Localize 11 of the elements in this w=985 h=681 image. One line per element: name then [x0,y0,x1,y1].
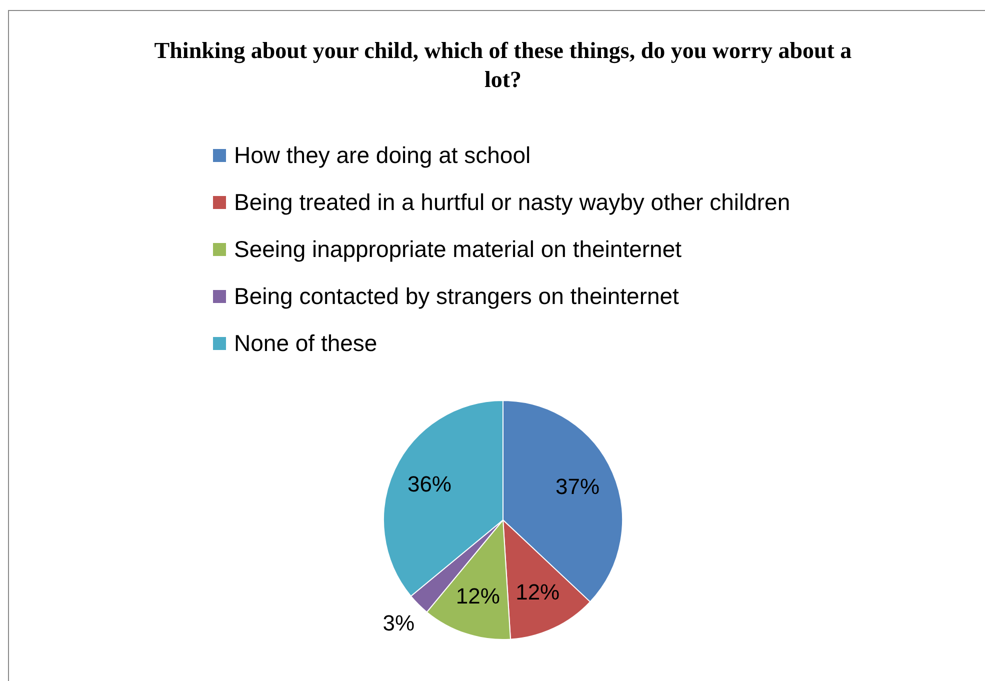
data-label: 12% [516,580,560,605]
data-label: 3% [382,610,415,636]
legend-label: Being treated in a hurtful or nasty wayby other children [234,189,790,216]
legend-label: Being contacted by strangers on theinternet [234,283,679,310]
legend-label: None of these [234,330,378,357]
legend-label: How they are doing at school [234,142,531,169]
legend-label: Seeing inappropriate material on theinternet [234,236,682,263]
data-label: 12% [456,583,500,608]
chart-title: Thinking about your child, which of these things, do you worry about a lot? [153,37,853,94]
data-label: 37% [556,474,600,499]
data-label: 36% [407,471,452,496]
